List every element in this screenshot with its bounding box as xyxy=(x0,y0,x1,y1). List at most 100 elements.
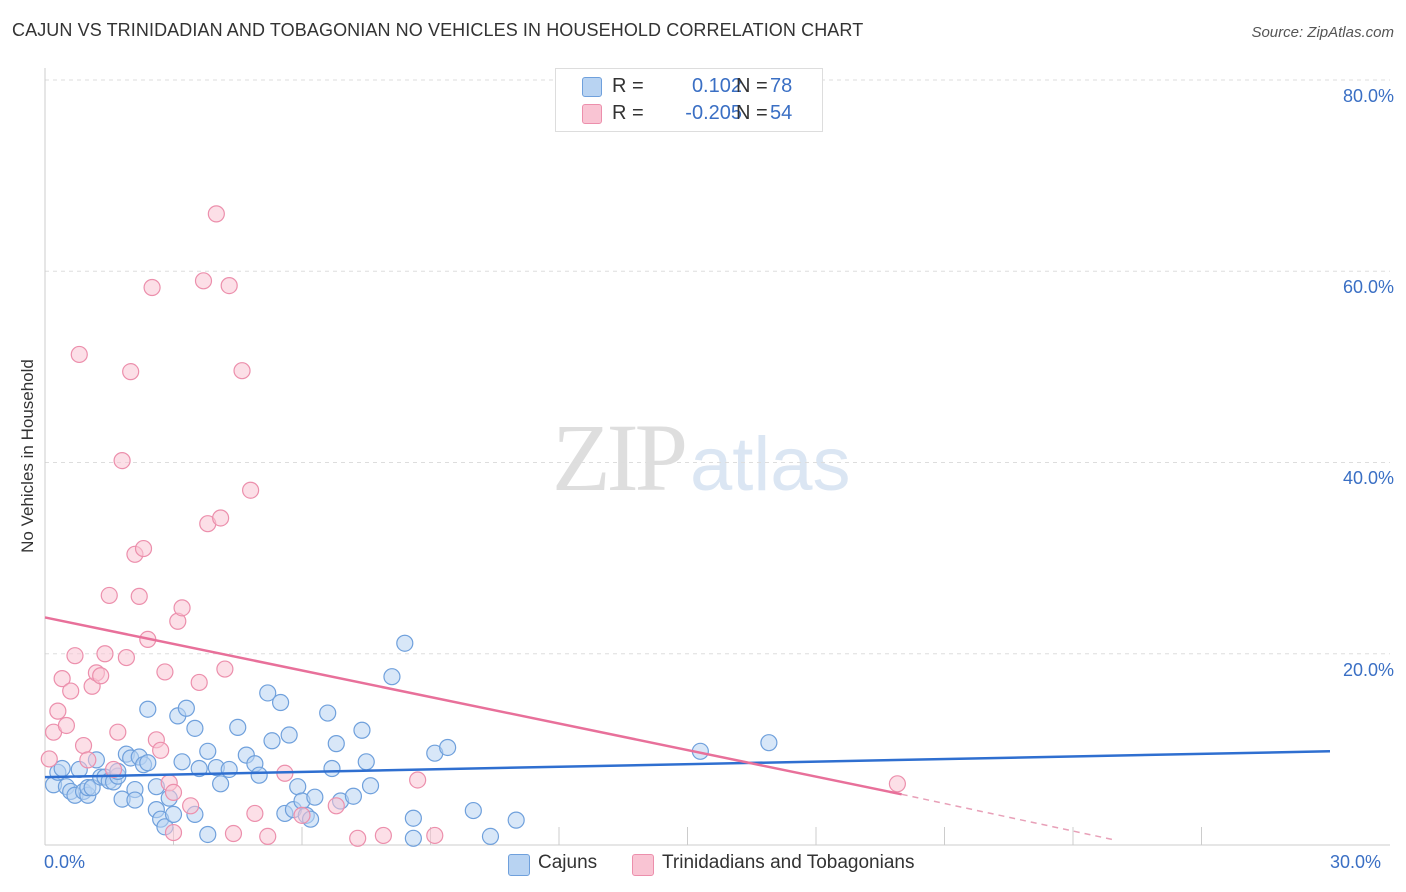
cajuns-trend-line xyxy=(44,750,1331,779)
legend-n-value: 78 xyxy=(770,75,793,97)
trinidadians-point xyxy=(212,509,230,527)
cajuns-point xyxy=(361,777,380,795)
legend-n-value: 54 xyxy=(770,102,793,124)
cajuns-point xyxy=(306,788,324,806)
trinidadians-point xyxy=(409,771,427,789)
cajuns-point xyxy=(139,700,157,718)
cajuns-point xyxy=(250,766,268,784)
trinidadians-point xyxy=(888,775,906,793)
trinidadians-point xyxy=(242,481,260,499)
cajuns-point xyxy=(319,704,337,722)
legend-swatch-cajuns xyxy=(582,77,602,97)
trinidadians-point xyxy=(164,823,183,842)
trinidadians-point xyxy=(40,750,58,768)
x-tick-label: 30.0% xyxy=(1330,852,1382,872)
cajuns-point xyxy=(396,634,414,652)
cajuns-point xyxy=(177,699,195,717)
trinidadians-point xyxy=(143,278,161,297)
y-axis-label: No Vehicles in Household xyxy=(18,359,37,553)
cajuns-point xyxy=(259,684,277,702)
trinidadians-trend-line xyxy=(44,616,902,796)
source-label: Source: ZipAtlas.com xyxy=(1251,24,1394,41)
bottom-legend-swatch xyxy=(508,854,530,876)
cajuns-point xyxy=(404,809,422,827)
trinidadians-point xyxy=(173,599,191,617)
trinidadians-point xyxy=(426,826,444,845)
trinidadians-point xyxy=(349,829,367,847)
watermark: ZIPatlas xyxy=(552,402,851,513)
cajuns-point xyxy=(481,827,500,845)
legend-r-value: 0.102 xyxy=(691,75,742,97)
cajuns-point xyxy=(760,734,778,752)
cajuns-point xyxy=(327,735,345,753)
trinidadians-point xyxy=(156,663,174,681)
trinidadians-point xyxy=(100,586,118,605)
trinidadians-point xyxy=(259,827,277,845)
trinidadians-point xyxy=(293,806,311,824)
trinidadians-point xyxy=(117,648,135,667)
cajuns-point xyxy=(212,775,230,793)
trinidadians-point xyxy=(152,741,170,759)
bottom-legend-swatch xyxy=(632,854,654,876)
trinidadians-point xyxy=(66,647,84,665)
trinidadians-point xyxy=(109,723,127,741)
trinidadians-point xyxy=(207,205,225,223)
y-tick-label: 20.0% xyxy=(1342,660,1394,680)
trinidadians-point xyxy=(182,797,200,815)
trinidadians-point xyxy=(62,682,80,700)
cajuns-point xyxy=(289,778,307,796)
trinidadians-point xyxy=(79,751,97,769)
cajuns-point xyxy=(173,753,191,771)
trinidadians-point xyxy=(130,587,148,605)
trinidadians-point xyxy=(233,362,251,380)
y-tick-label: 80.0% xyxy=(1342,86,1394,106)
cajuns-point xyxy=(404,829,422,847)
cajuns-point xyxy=(344,787,362,805)
cajuns-point xyxy=(280,726,298,744)
cajuns-point xyxy=(229,718,247,736)
chart-title: CAJUN VS TRINIDADIAN AND TOBAGONIAN NO V… xyxy=(12,20,864,40)
legend-r-label: R = xyxy=(612,75,644,97)
trinidadians-trend-extension xyxy=(901,793,1116,841)
legend-swatch-trinidadians xyxy=(582,104,602,124)
cajuns-point xyxy=(126,791,144,809)
bottom-legend-label: Trinidadians and Tobagonians xyxy=(662,852,915,873)
trinidadians-point xyxy=(104,760,123,779)
trinidadians-point xyxy=(57,716,76,735)
trinidadians-point xyxy=(53,670,71,688)
cajuns-point xyxy=(139,754,157,772)
legend-r-value: -0.205 xyxy=(685,102,742,124)
trinidadians-point xyxy=(194,272,213,290)
y-tick-label: 40.0% xyxy=(1342,468,1394,488)
trinidadians-point xyxy=(74,736,93,755)
trinidadians-point xyxy=(224,824,243,843)
correlation-legend: R = 0.102 N = 78 R = -0.205 N = 54 xyxy=(555,68,823,132)
cajuns-point xyxy=(263,732,281,750)
trinidadians-point xyxy=(96,645,114,663)
legend-n-label: N = xyxy=(736,102,768,124)
cajuns-point xyxy=(439,738,457,757)
trinidadians-point xyxy=(190,673,208,692)
trinidadians-point xyxy=(113,451,131,470)
trinidadians-point xyxy=(164,783,183,802)
trinidadians-point xyxy=(216,660,234,678)
trinidadians-point xyxy=(134,539,153,558)
watermark-zip: ZIP xyxy=(552,404,688,511)
trinidadians-point xyxy=(92,667,110,685)
trinidadians-point xyxy=(374,826,392,845)
x-tick-label: 0.0% xyxy=(44,852,86,872)
cajuns-point xyxy=(190,759,208,778)
trinidadians-point xyxy=(49,702,67,720)
trinidadians-point xyxy=(70,345,88,364)
cajuns-point xyxy=(186,719,204,737)
cajuns-point xyxy=(353,721,371,739)
cajuns-point xyxy=(323,759,341,778)
trinidadians-point xyxy=(220,276,238,295)
cajuns-point xyxy=(199,742,217,760)
bottom-legend-label: Cajuns xyxy=(538,852,598,873)
cajuns-point xyxy=(383,668,401,686)
y-tick-label: 60.0% xyxy=(1342,277,1394,297)
trinidadians-point xyxy=(122,363,140,381)
cajuns-point xyxy=(271,693,290,712)
watermark-atlas: atlas xyxy=(690,422,851,507)
